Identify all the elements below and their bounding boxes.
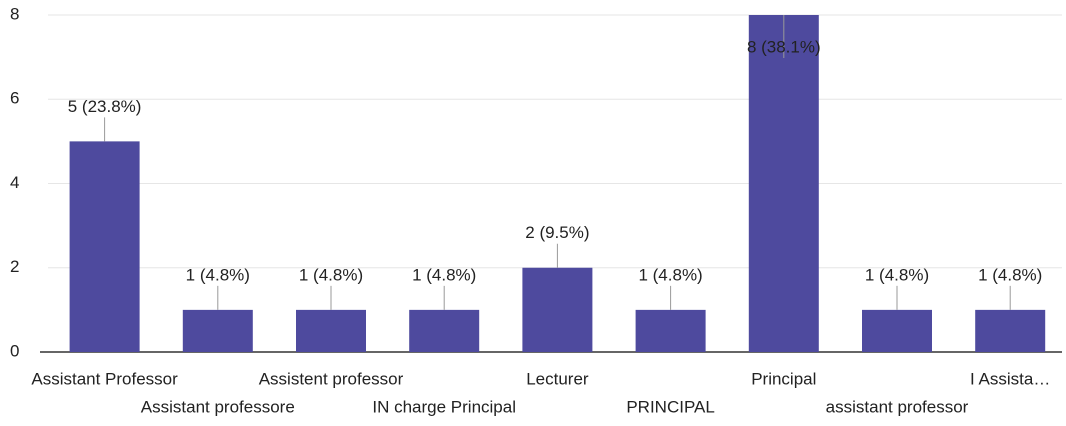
x-tick-label: Assistant Professor — [31, 369, 178, 388]
y-tick-label: 2 — [10, 257, 19, 276]
value-label: 1 (4.8%) — [412, 265, 476, 284]
y-tick-label: 0 — [10, 341, 19, 360]
value-label: 8 (38.1%) — [747, 37, 821, 56]
y-tick-label: 4 — [10, 173, 19, 192]
value-label: 2 (9.5%) — [525, 223, 589, 242]
x-tick-label: I Assista… — [970, 369, 1050, 388]
x-tick-label: Lecturer — [526, 369, 589, 388]
value-label: 1 (4.8%) — [299, 265, 363, 284]
x-tick-label: Assistant professore — [141, 397, 295, 416]
value-label: 1 (4.8%) — [638, 265, 702, 284]
value-label: 1 (4.8%) — [978, 265, 1042, 284]
bar — [862, 309, 932, 352]
bar — [182, 309, 253, 352]
x-tick-label: IN charge Principal — [372, 397, 516, 416]
x-tick-label: Principal — [751, 369, 816, 388]
x-tick-label: Assistent professor — [259, 369, 404, 388]
value-label: 1 (4.8%) — [865, 265, 929, 284]
bar — [296, 309, 366, 352]
y-tick-label: 8 — [10, 4, 19, 23]
x-tick-label: PRINCIPAL — [626, 397, 715, 416]
x-tick-label: assistant professor — [826, 397, 969, 416]
y-tick-label: 6 — [10, 89, 19, 108]
bar — [522, 267, 593, 352]
value-label: 1 (4.8%) — [186, 265, 250, 284]
bar — [975, 309, 1046, 352]
bar — [748, 15, 819, 352]
bar — [635, 309, 706, 352]
value-label: 5 (23.8%) — [68, 97, 142, 116]
bar — [69, 141, 140, 352]
bar — [409, 309, 480, 352]
